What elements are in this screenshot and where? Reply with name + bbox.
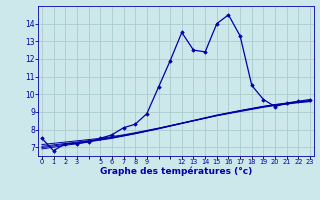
X-axis label: Graphe des températures (°c): Graphe des températures (°c) [100,167,252,176]
